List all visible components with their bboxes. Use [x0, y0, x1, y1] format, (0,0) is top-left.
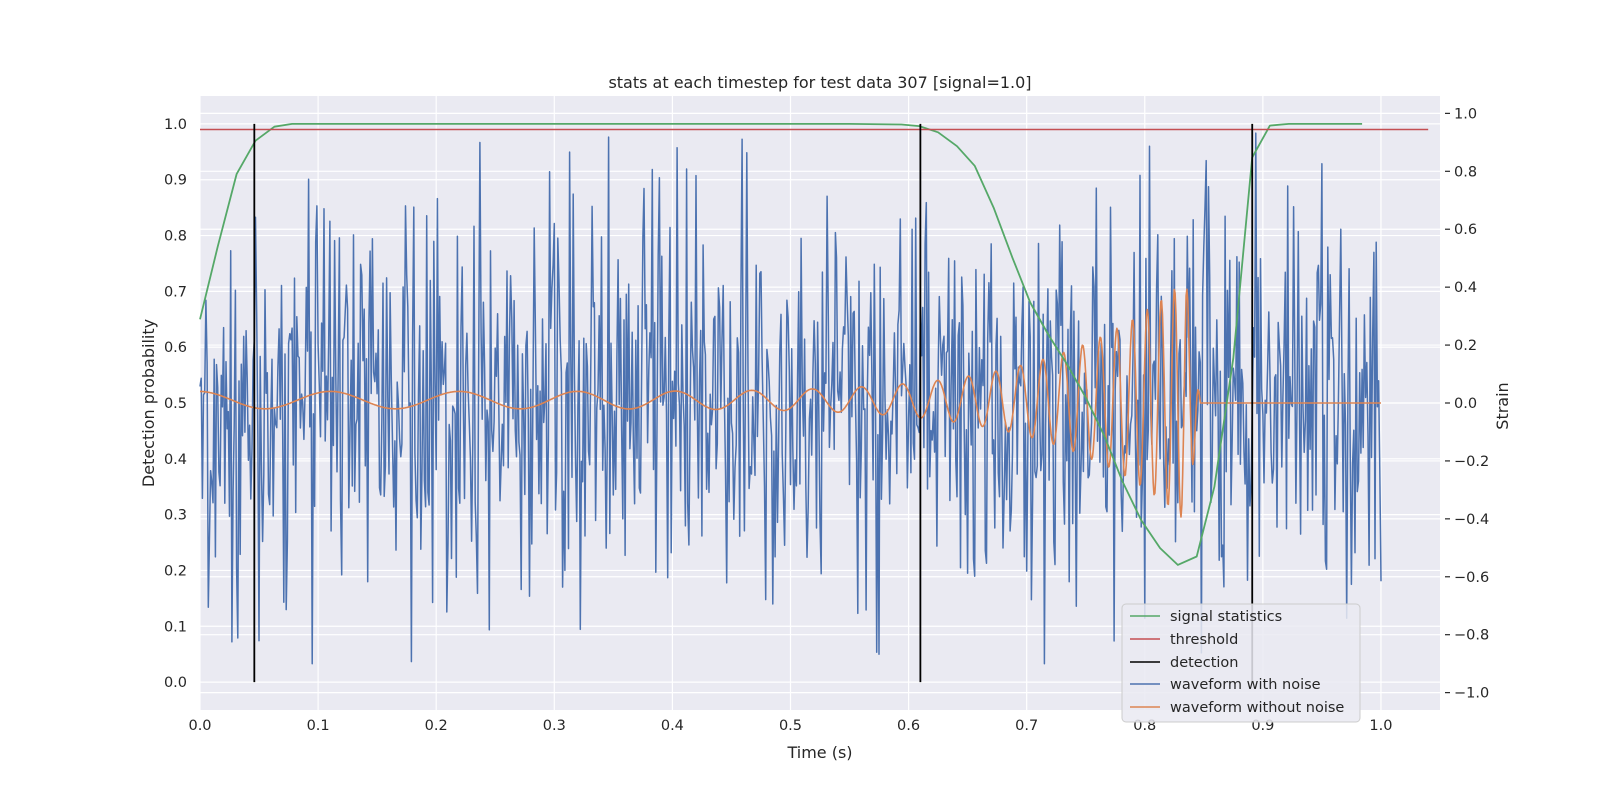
y-tick-label: 0.4: [164, 452, 187, 468]
y-tick-label: 0.0: [164, 675, 187, 691]
legend-box: [1121, 603, 1361, 723]
y2-tick-label: −0.4: [1454, 512, 1489, 528]
chart-title: stats at each timestep for test data 307…: [608, 73, 1031, 92]
y-tick-label: 0.8: [164, 229, 187, 245]
y-axis-left: 0.0 0.1 0.2 0.3 0.4 0.5 0.6 0.7 0.8 0.9 1.0: [164, 117, 187, 691]
y-tick-label: 0.1: [164, 619, 187, 635]
x-tick-label: 0.5: [779, 718, 802, 734]
x-axis: 0.0 0.1 0.2 0.3 0.4 0.5 0.6 0.7 0.8 0.9 1.0: [188, 718, 1392, 734]
series-layer: [199, 123, 1429, 683]
x-axis-label: Time (s): [786, 743, 852, 762]
x-tick-label: 0.0: [188, 718, 211, 734]
y-tick-label: 0.3: [164, 508, 187, 524]
x-tick-label: 0.2: [425, 718, 448, 734]
y2-tick-label: −0.8: [1454, 628, 1489, 644]
y2-tick-label: 0.6: [1454, 222, 1477, 238]
legend-label-threshold: threshold: [1170, 632, 1238, 648]
y2-tick-label: 0.2: [1454, 338, 1477, 354]
x-tick-label: 0.3: [543, 718, 566, 734]
y2-tick-label: 0.8: [1454, 164, 1477, 180]
y2-tick-label: −0.2: [1454, 454, 1489, 470]
y2-tick-label: 0.0: [1454, 396, 1477, 412]
x-tick-label: 0.7: [1015, 718, 1038, 734]
legend-label-signal-statistics: signal statistics: [1170, 609, 1282, 625]
series-waveform-without-noise: [200, 288, 1381, 518]
legend-label-waveform-with-noise: waveform with noise: [1170, 677, 1321, 693]
y2-tick-label: −0.6: [1454, 570, 1489, 586]
series-signal-statistics: [199, 123, 1363, 566]
y-axis-label: Detection probability: [139, 319, 158, 487]
x-tick-label: 0.4: [661, 718, 684, 734]
y-axis-right: −1.0 −0.8 −0.6 −0.4 −0.2 0.0 0.2 0.4 0.6 0.8 1.0: [1445, 106, 1489, 702]
y2-tick-label: 1.0: [1454, 106, 1477, 122]
y2-axis-label: Strain: [1493, 382, 1512, 429]
legend: signal statistics threshold detection wa…: [1121, 603, 1361, 723]
y-tick-label: 0.7: [164, 284, 187, 300]
y-tick-label: 0.5: [164, 396, 187, 412]
x-tick-label: 0.1: [307, 718, 330, 734]
x-tick-label: 1.0: [1369, 718, 1392, 734]
y-tick-label: 0.6: [164, 340, 187, 356]
x-tick-label: 0.6: [897, 718, 920, 734]
y-tick-label: 0.2: [164, 563, 187, 579]
legend-label-waveform-without-noise: waveform without noise: [1170, 700, 1344, 716]
y2-tick-label: −1.0: [1454, 686, 1489, 702]
y-tick-label: 0.9: [164, 173, 187, 189]
y2-tick-label: 0.4: [1454, 280, 1477, 296]
y-tick-label: 1.0: [164, 117, 187, 133]
legend-label-detection: detection: [1170, 655, 1238, 671]
